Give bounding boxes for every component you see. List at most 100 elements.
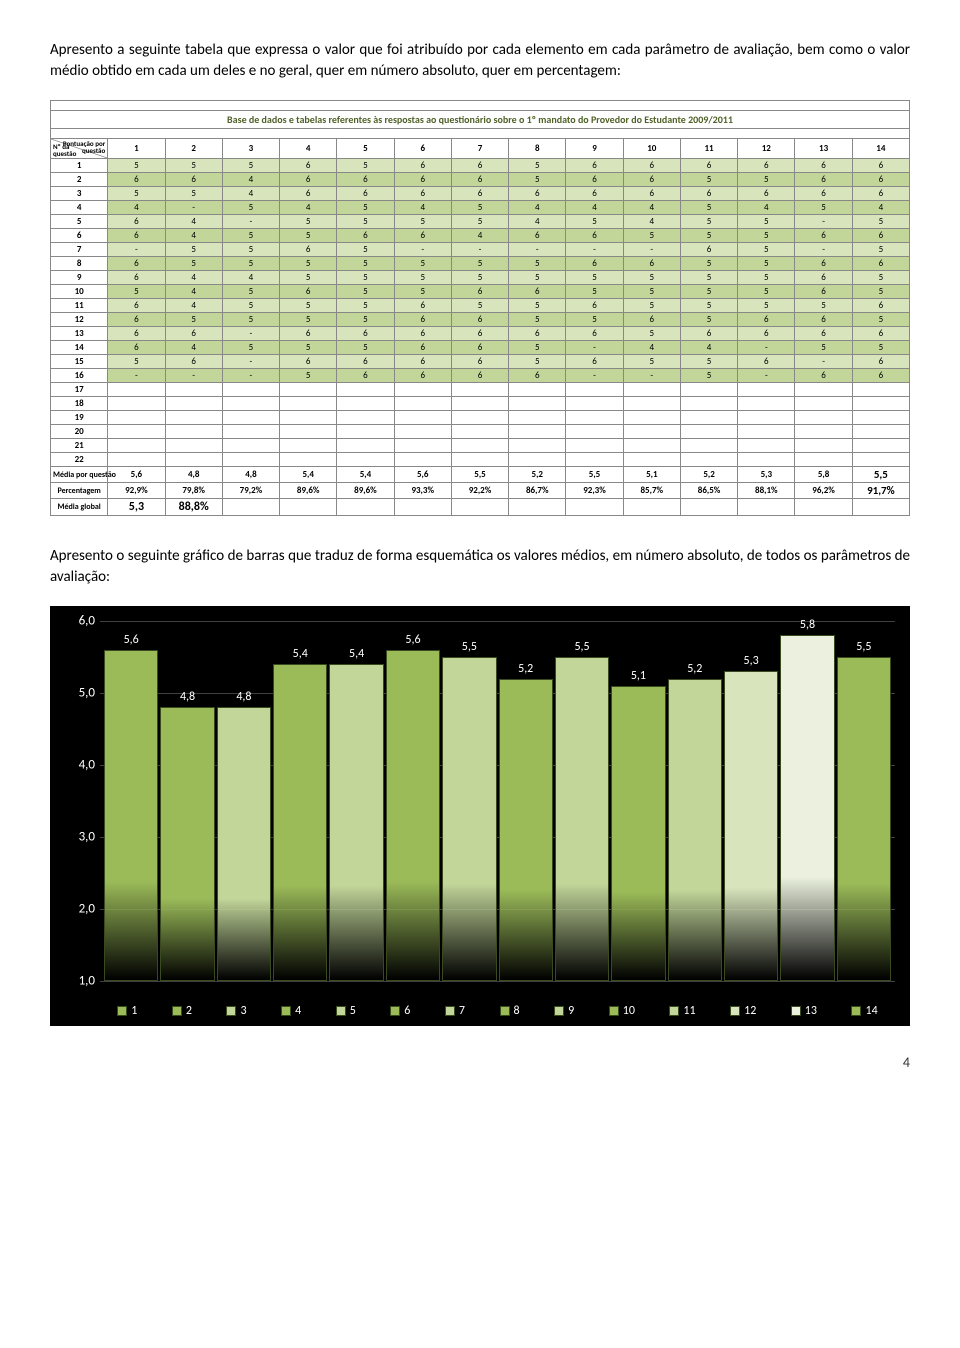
perc-cell: 91,7% [852, 483, 909, 499]
data-cell [337, 453, 394, 467]
data-cell: 5 [451, 271, 508, 285]
data-cell [738, 425, 795, 439]
data-cell [451, 411, 508, 425]
media-cell: 4,8 [165, 467, 222, 483]
data-cell: 6 [795, 229, 852, 243]
data-cell: 4 [108, 201, 165, 215]
data-cell [852, 425, 909, 439]
data-cell: 6 [623, 313, 680, 327]
legend-item: 2 [172, 1004, 192, 1018]
data-cell: 4 [165, 215, 222, 229]
data-cell [222, 425, 279, 439]
data-cell: - [451, 243, 508, 257]
data-cell: 6 [852, 257, 909, 271]
perc-cell: 92,3% [566, 483, 623, 499]
row-header: 5 [51, 215, 108, 229]
col-header: 8 [509, 139, 566, 159]
data-cell [165, 397, 222, 411]
data-cell: 4 [738, 201, 795, 215]
data-cell: 5 [165, 243, 222, 257]
data-cell: - [738, 369, 795, 383]
row-header: 16 [51, 369, 108, 383]
data-cell: 6 [280, 327, 337, 341]
perc-cell: 79,8% [165, 483, 222, 499]
data-cell: 5 [623, 229, 680, 243]
data-cell: 6 [451, 327, 508, 341]
data-cell: 6 [280, 285, 337, 299]
data-cell: 5 [623, 271, 680, 285]
data-cell [108, 439, 165, 453]
data-cell: 5 [852, 243, 909, 257]
data-cell: 5 [337, 215, 394, 229]
data-cell: 5 [795, 299, 852, 313]
data-cell: 4 [222, 173, 279, 187]
data-cell [280, 383, 337, 397]
col-header: 2 [165, 139, 222, 159]
data-cell [337, 383, 394, 397]
bar-value-label: 5,8 [781, 618, 833, 632]
perc-cell: 93,3% [394, 483, 451, 499]
data-cell [852, 439, 909, 453]
data-cell [566, 425, 623, 439]
data-cell: - [222, 355, 279, 369]
row-header: 15 [51, 355, 108, 369]
data-cell [680, 453, 737, 467]
perc-cell: 88,1% [738, 483, 795, 499]
data-cell [165, 383, 222, 397]
data-cell [108, 453, 165, 467]
perc-cell: 86,7% [509, 483, 566, 499]
data-cell [165, 425, 222, 439]
chart-legend: 1234567891011121314 [100, 1004, 895, 1018]
bar: 5,4 [329, 664, 383, 981]
data-cell: 5 [795, 201, 852, 215]
data-cell: 5 [509, 271, 566, 285]
media-cell: 5,2 [680, 467, 737, 483]
bar-value-label: 5,3 [725, 654, 777, 668]
data-cell: 5 [680, 257, 737, 271]
data-cell: 5 [451, 257, 508, 271]
data-cell: 6 [337, 173, 394, 187]
data-cell: 5 [738, 243, 795, 257]
perc-cell: 92,2% [451, 483, 508, 499]
data-cell: 5 [280, 313, 337, 327]
data-cell: 5 [165, 159, 222, 173]
data-cell: 4 [623, 341, 680, 355]
media-cell: 5,4 [280, 467, 337, 483]
bar: 5,6 [104, 650, 158, 981]
data-cell: 5 [337, 285, 394, 299]
data-cell: 6 [108, 313, 165, 327]
media-cell: 5,5 [451, 467, 508, 483]
data-cell: 6 [509, 369, 566, 383]
legend-item: 4 [281, 1004, 301, 1018]
data-cell: - [566, 243, 623, 257]
data-cell: 6 [451, 173, 508, 187]
legend-item: 13 [791, 1004, 817, 1018]
data-cell: 6 [394, 187, 451, 201]
data-cell [394, 453, 451, 467]
bar: 5,5 [442, 657, 496, 981]
data-cell: 6 [566, 327, 623, 341]
perc-cell: 96,2% [795, 483, 852, 499]
data-cell: 5 [222, 313, 279, 327]
data-cell: 5 [738, 299, 795, 313]
data-cell: 4 [165, 341, 222, 355]
bar-value-label: 5,4 [274, 647, 326, 661]
legend-item: 14 [851, 1004, 877, 1018]
data-cell [394, 411, 451, 425]
data-cell: 6 [394, 369, 451, 383]
data-cell: 6 [852, 229, 909, 243]
data-cell: 6 [795, 313, 852, 327]
data-cell: 6 [795, 257, 852, 271]
data-cell: 5 [337, 313, 394, 327]
data-cell [451, 425, 508, 439]
data-cell: 4 [509, 215, 566, 229]
data-cell [280, 411, 337, 425]
perc-cell: 92,9% [108, 483, 165, 499]
data-cell: 4 [222, 271, 279, 285]
data-cell: 5 [337, 341, 394, 355]
data-cell: 6 [852, 173, 909, 187]
data-cell: 6 [165, 327, 222, 341]
data-cell: 5 [337, 159, 394, 173]
data-cell [222, 397, 279, 411]
data-cell [795, 453, 852, 467]
